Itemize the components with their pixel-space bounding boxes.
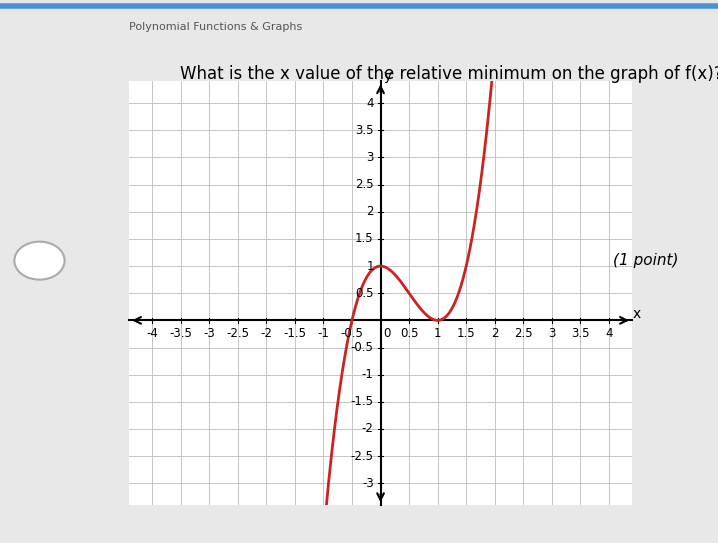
Text: y: y bbox=[383, 69, 391, 83]
Text: -2: -2 bbox=[362, 422, 373, 435]
Text: 2: 2 bbox=[366, 205, 373, 218]
Text: 1: 1 bbox=[434, 327, 442, 340]
Text: -2: -2 bbox=[261, 327, 272, 340]
Text: (1 point): (1 point) bbox=[613, 253, 679, 268]
Text: <: < bbox=[32, 251, 47, 270]
Text: 1.5: 1.5 bbox=[457, 327, 475, 340]
Text: x: x bbox=[633, 307, 640, 321]
Text: 1.5: 1.5 bbox=[355, 232, 373, 245]
Text: 0.5: 0.5 bbox=[400, 327, 419, 340]
Text: -3: -3 bbox=[362, 477, 373, 490]
Text: 2.5: 2.5 bbox=[355, 178, 373, 191]
Text: -3: -3 bbox=[203, 327, 215, 340]
Text: -0.5: -0.5 bbox=[340, 327, 363, 340]
Text: -2.5: -2.5 bbox=[350, 450, 373, 463]
Text: -4: -4 bbox=[146, 327, 158, 340]
Text: 0: 0 bbox=[383, 327, 391, 340]
Text: What is the x value of the relative minimum on the graph of f(x)?: What is the x value of the relative mini… bbox=[180, 65, 718, 83]
Text: 3: 3 bbox=[549, 327, 556, 340]
Text: 2: 2 bbox=[491, 327, 498, 340]
Text: Polynomial Functions & Graphs: Polynomial Functions & Graphs bbox=[129, 22, 302, 31]
Text: -2.5: -2.5 bbox=[226, 327, 249, 340]
Text: -1: -1 bbox=[317, 327, 330, 340]
Text: 2.5: 2.5 bbox=[514, 327, 533, 340]
Text: 0.5: 0.5 bbox=[355, 287, 373, 300]
Text: 4: 4 bbox=[605, 327, 612, 340]
Text: 3.5: 3.5 bbox=[572, 327, 589, 340]
Text: -1.5: -1.5 bbox=[284, 327, 307, 340]
Text: -1: -1 bbox=[362, 368, 373, 381]
Text: -0.5: -0.5 bbox=[351, 341, 373, 354]
Text: 4: 4 bbox=[366, 97, 373, 110]
Text: 1: 1 bbox=[366, 260, 373, 273]
Text: -1.5: -1.5 bbox=[350, 395, 373, 408]
Text: 3.5: 3.5 bbox=[355, 124, 373, 137]
Text: 3: 3 bbox=[366, 151, 373, 164]
Text: -3.5: -3.5 bbox=[169, 327, 192, 340]
